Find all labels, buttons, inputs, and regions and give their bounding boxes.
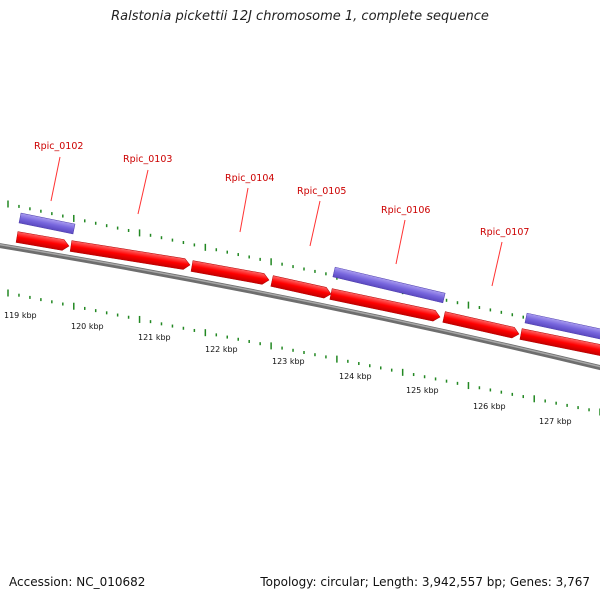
gene-labels: Rpic_0102 Rpic_0103 Rpic_0104 Rpic_0105 Rpic… xyxy=(34,141,529,238)
cds-rpic-0108 xyxy=(519,328,600,357)
cds-rpic-0102 xyxy=(15,231,70,251)
kbp-tick-label: 121 kbp xyxy=(138,333,171,342)
kbp-tick-label: 120 kbp xyxy=(71,322,104,331)
gene-label-rpic-0106: Rpic_0106 xyxy=(381,205,430,216)
gene-bar-rpic-0102 xyxy=(18,212,76,235)
label-pointer-4 xyxy=(309,200,321,247)
gene-bar-rpic-0108 xyxy=(524,312,600,342)
cds-rpic-0105 xyxy=(270,275,332,299)
sequence-stats: Topology: circular; Length: 3,942,557 bp… xyxy=(260,575,590,589)
map-title: Ralstonia pickettii 12J chromosome 1, co… xyxy=(111,9,489,24)
cds-rpic-0104 xyxy=(190,260,270,285)
features xyxy=(15,212,600,357)
kbp-tick-label: 119 kbp xyxy=(4,311,37,320)
label-pointers xyxy=(50,156,503,287)
gene-label-rpic-0104: Rpic_0104 xyxy=(225,173,274,184)
gene-bar-rpic-0106 xyxy=(332,266,446,304)
cds-rpic-0103 xyxy=(69,240,191,270)
gene-label-rpic-0105: Rpic_0105 xyxy=(297,186,346,197)
label-pointer-2 xyxy=(137,169,149,215)
label-pointer-3 xyxy=(239,187,249,233)
minor-ticks-upper xyxy=(7,200,600,338)
label-pointer-1 xyxy=(50,156,61,202)
kbp-tick-label: 125 kbp xyxy=(406,386,439,395)
kbp-tick-label: 127 kbp xyxy=(539,417,572,426)
kbp-tick-label: 124 kbp xyxy=(339,372,372,381)
cds-rpic-0106 xyxy=(329,288,441,322)
accession-text: Accession: NC_010682 xyxy=(9,575,146,589)
kbp-tick-label: 123 kbp xyxy=(272,357,305,366)
kbp-tick-label: 126 kbp xyxy=(473,402,506,411)
minor-ticks-lower xyxy=(7,289,600,416)
gene-label-rpic-0102: Rpic_0102 xyxy=(34,141,83,152)
gene-label-rpic-0107: Rpic_0107 xyxy=(480,227,529,238)
kbp-tick-label: 122 kbp xyxy=(205,345,238,354)
chromosome-backbone xyxy=(0,243,600,371)
label-pointer-6 xyxy=(491,241,503,287)
label-pointer-5 xyxy=(395,219,406,265)
kbp-tick-labels: 119 kbp 120 kbp 121 kbp 122 kbp 123 kbp 124 k… xyxy=(4,311,572,426)
gene-label-rpic-0103: Rpic_0103 xyxy=(123,154,172,165)
cds-rpic-0107 xyxy=(442,311,520,339)
